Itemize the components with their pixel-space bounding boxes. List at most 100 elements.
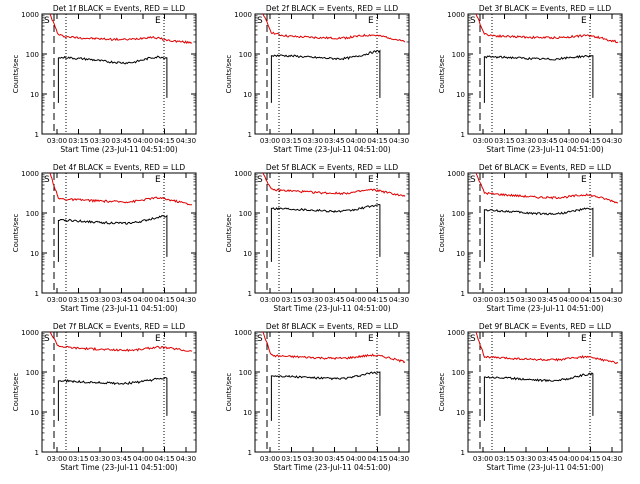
chart-4-start-marker: S [44,175,50,185]
chart-6-start-marker: S [470,175,476,185]
chart-6-series-events [483,207,594,262]
chart-9-xtick-label: 03:00 [473,455,493,463]
chart-7-ytick-label: 100 [26,369,39,377]
chart-8-xtick-label: 03:00 [260,455,280,463]
chart-7-frame [41,331,197,453]
chart-3-xtick-label: 03:45 [537,137,557,145]
chart-6-ytick-label: 100 [452,210,465,218]
chart-8-end-marker: E [368,334,374,344]
chart-4-xtick-label: 04:15 [154,296,174,304]
chart-8-series-lld [262,331,406,364]
chart-5-xtick-label: 03:45 [324,296,344,304]
chart-7-xtick-label: 04:00 [133,455,153,463]
chart-3-xtick-label: 04:15 [580,137,600,145]
chart-2-xtick-label: 03:15 [281,137,301,145]
chart-4-ytick-label: 10 [30,250,39,258]
chart-4-frame [41,172,197,294]
chart-6-xtick-label: 03:45 [537,296,557,304]
chart-8-xlabel: Start Time (23-Jul-11 04:51:00) [273,463,390,472]
chart-3-end-marker: E [581,16,587,26]
chart-8-series-events [270,371,381,421]
chart-1-ylabel: Counts/sec [12,55,20,94]
chart-4-series-lld [49,172,193,206]
chart-7: Det 7f BLACK = Events, RED = LLD 1 10 100 10… [12,322,197,472]
chart-9-xtick-label: 04:00 [559,455,579,463]
chart-2-ylabel: Counts/sec [225,55,233,94]
chart-8-xtick-label: 03:15 [281,455,301,463]
chart-7-xtick-label: 04:30 [176,455,196,463]
chart-1: Det 1f BLACK = Events, RED = LLD 1 10 100 10… [12,4,197,154]
chart-2-xtick-label: 04:15 [367,137,387,145]
chart-4: Det 4f BLACK = Events, RED = LLD 1 10 100 10… [12,163,197,313]
chart-5-xlabel: Start Time (23-Jul-11 04:51:00) [273,304,390,313]
chart-6-title: Det 6f BLACK = Events, RED = LLD [479,163,612,172]
chart-1-xtick-label: 03:45 [111,137,131,145]
chart-7-xtick-label: 03:00 [47,455,67,463]
chart-9-ytick-label: 10 [456,409,465,417]
chart-4-ylabel: Counts/sec [12,214,20,253]
chart-9-xtick-label: 03:45 [537,455,557,463]
chart-3-xtick-label: 03:00 [473,137,493,145]
chart-4-xtick-label: 03:15 [68,296,88,304]
chart-3-xtick-label: 04:00 [559,137,579,145]
chart-1-ytick-label: 1000 [21,11,39,19]
chart-5-xtick-label: 04:00 [346,296,366,304]
chart-5-xtick-label: 04:15 [367,296,387,304]
chart-6-xlabel: Start Time (23-Jul-11 04:51:00) [486,304,603,313]
chart-9-series-lld [475,331,619,365]
chart-3-series-lld [475,13,619,44]
chart-4-xlabel: Start Time (23-Jul-11 04:51:00) [60,304,177,313]
chart-6-ylabel: Counts/sec [438,214,446,253]
chart-3-xlabel: Start Time (23-Jul-11 04:51:00) [486,145,603,154]
chart-6-ytick-label: 1 [461,290,465,298]
chart-2-start-marker: S [257,16,263,26]
chart-5-xtick-label: 03:30 [303,296,323,304]
chart-6-xtick-label: 04:15 [580,296,600,304]
chart-3-xtick-label: 03:30 [516,137,536,145]
chart-5-start-marker: S [257,175,263,185]
chart-5-ytick-label: 100 [239,210,252,218]
chart-5-ylabel: Counts/sec [225,214,233,253]
chart-3-frame [467,13,623,135]
chart-2-end-marker: E [368,16,374,26]
chart-9-xtick-label: 03:15 [494,455,514,463]
chart-8: Det 8f BLACK = Events, RED = LLD 1 10 100 10… [225,322,410,472]
chart-6-xtick-label: 04:30 [602,296,622,304]
chart-1-xtick-label: 03:00 [47,137,67,145]
chart-4-xtick-label: 04:30 [176,296,196,304]
chart-8-xtick-label: 03:30 [303,455,323,463]
chart-1-xtick-label: 03:15 [68,137,88,145]
chart-8-ylabel: Counts/sec [225,373,233,412]
chart-5-end-marker: E [368,175,374,185]
chart-4-series-events [57,214,168,262]
chart-7-end-marker: E [155,334,161,344]
chart-6-ytick-label: 1000 [447,170,465,178]
chart-9: Det 9f BLACK = Events, RED = LLD 1 10 100 10… [438,322,623,472]
chart-8-xtick-label: 03:45 [324,455,344,463]
chart-7-ytick-label: 1 [35,449,39,457]
chart-9-frame [467,331,623,453]
chart-6-end-marker: E [581,175,587,185]
chart-5-series-lld [262,172,406,197]
chart-2-ytick-label: 10 [243,91,252,99]
chart-3-xtick-label: 03:15 [494,137,514,145]
chart-7-ytick-label: 1000 [21,329,39,337]
chart-6-xtick-label: 04:00 [559,296,579,304]
chart-6-xtick-label: 03:00 [473,296,493,304]
chart-8-ytick-label: 10 [243,409,252,417]
chart-6-ytick-label: 10 [456,250,465,258]
chart-3-ytick-label: 1 [461,131,465,139]
chart-2: Det 2f BLACK = Events, RED = LLD 1 10 100 10… [225,4,410,154]
chart-5-xtick-label: 03:00 [260,296,280,304]
chart-8-xtick-label: 04:15 [367,455,387,463]
chart-7-ylabel: Counts/sec [12,373,20,412]
chart-2-xtick-label: 04:30 [389,137,409,145]
chart-5-xtick-label: 03:15 [281,296,301,304]
chart-1-series-events [57,55,168,103]
chart-1-ytick-label: 10 [30,91,39,99]
chart-3-xtick-label: 04:30 [602,137,622,145]
chart-1-xlabel: Start Time (23-Jul-11 04:51:00) [60,145,177,154]
chart-2-frame [254,13,410,135]
